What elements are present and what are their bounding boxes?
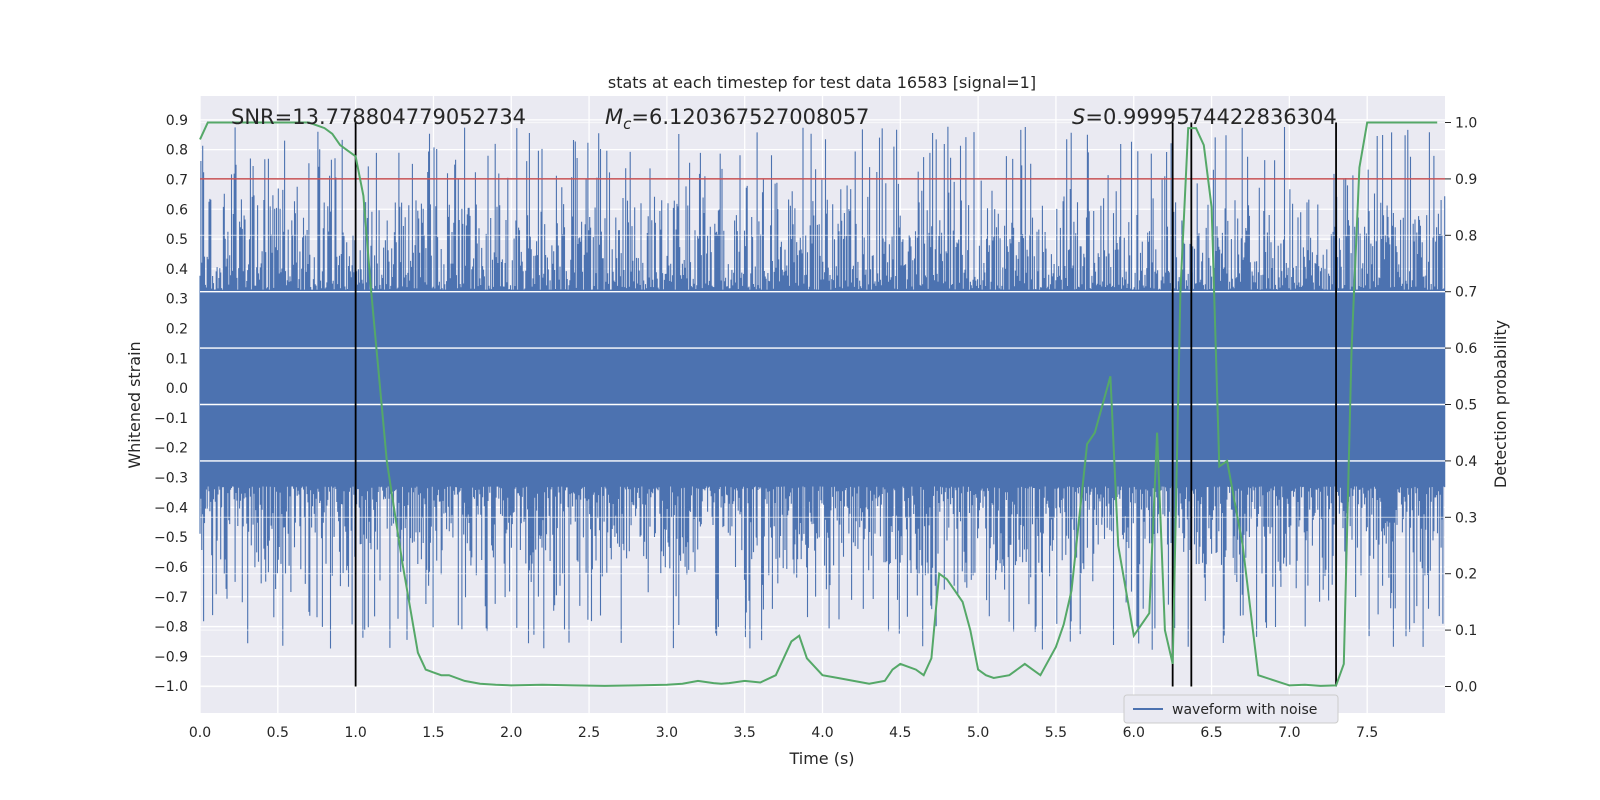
chart-title: stats at each timestep for test data 165… bbox=[608, 73, 1036, 92]
x-tick-label: 1.5 bbox=[422, 725, 444, 741]
chirp-mass-value: =6.120367527008057 bbox=[631, 105, 869, 129]
y-right-tick-label: 0.4 bbox=[1455, 454, 1477, 470]
chirp-mass-symbol: M bbox=[605, 105, 623, 129]
y-left-tick-label: 0.8 bbox=[166, 143, 188, 159]
y-right-tick-label: 0.3 bbox=[1455, 510, 1477, 526]
y-right-tick-label: 0.8 bbox=[1455, 228, 1477, 244]
y-axis-left-ticks: 0.9 0.8 0.7 0.6 0.5 0.4 0.3 0.2 0.1 0.0 −0.1 −0.2 −0… bbox=[154, 113, 188, 695]
x-tick-label: 3.5 bbox=[734, 725, 756, 741]
y-left-tick-label: −0.4 bbox=[154, 500, 188, 516]
y-axis-right-label: Detection probability bbox=[1491, 320, 1510, 488]
y-right-tick-label: 0.2 bbox=[1455, 567, 1477, 583]
y-left-tick-label: 0.7 bbox=[166, 172, 188, 188]
x-tick-label: 7.5 bbox=[1356, 725, 1378, 741]
y-left-tick-label: −0.3 bbox=[154, 471, 188, 487]
legend-box bbox=[1123, 694, 1339, 724]
y-left-tick-label: −0.9 bbox=[154, 649, 188, 665]
probability-series bbox=[199, 121, 1438, 687]
y-left-tick-label: −0.7 bbox=[154, 590, 188, 606]
x-tick-label: 0.0 bbox=[189, 725, 211, 741]
y-axis-right-ticks: 1.0 0.9 0.8 0.7 0.6 0.5 0.4 0.3 0.2 0.1 0.0 bbox=[1445, 116, 1477, 695]
y-left-tick-label: 0.3 bbox=[166, 292, 188, 308]
y-left-tick-label: 0.1 bbox=[166, 351, 188, 367]
x-axis-ticks: 0.0 0.5 1.0 1.5 2.0 2.5 3.0 3.5 4.0 4.5 5.0 5.5 6.0 6… bbox=[189, 725, 1378, 741]
y-left-tick-label: 0.5 bbox=[166, 232, 188, 248]
legend: waveform with noise bbox=[1123, 694, 1339, 724]
x-tick-label: 2.0 bbox=[500, 725, 522, 741]
chirp-mass-annotation: Mc=6.120367527008057 bbox=[605, 105, 869, 133]
score-value: =0.9999574422836304 bbox=[1085, 105, 1336, 129]
y-left-tick-label: −0.1 bbox=[154, 411, 188, 427]
vertical-markers bbox=[354, 122, 1337, 687]
y-right-tick-label: 0.5 bbox=[1455, 398, 1477, 414]
y-left-tick-label: −1.0 bbox=[154, 679, 188, 695]
score-annotation: S=0.9999574422836304 bbox=[1072, 105, 1337, 129]
x-tick-label: 0.5 bbox=[267, 725, 289, 741]
y-right-tick-label: 0.9 bbox=[1455, 172, 1477, 188]
y-right-tick-label: 0.0 bbox=[1455, 679, 1477, 695]
y-right-tick-label: 0.6 bbox=[1455, 341, 1477, 357]
chirp-mass-subscript: c bbox=[623, 115, 632, 133]
y-left-tick-label: 0.2 bbox=[166, 321, 188, 337]
y-left-tick-label: −0.6 bbox=[154, 560, 188, 576]
y-left-tick-label: 0.6 bbox=[166, 202, 188, 218]
snr-annotation: SNR=13.778804779052734 bbox=[231, 105, 526, 129]
x-tick-label: 4.0 bbox=[811, 725, 833, 741]
y-left-tick-label: 0.0 bbox=[166, 381, 188, 397]
x-tick-label: 5.5 bbox=[1045, 725, 1067, 741]
waveform-grid-overlay bbox=[200, 121, 1445, 688]
x-tick-label: 3.0 bbox=[656, 725, 678, 741]
y-right-tick-label: 1.0 bbox=[1455, 116, 1477, 132]
y-axis-left-label: Whitened strain bbox=[125, 341, 144, 468]
waveform-series bbox=[199, 126, 1446, 650]
x-tick-label: 7.0 bbox=[1278, 725, 1300, 741]
x-tick-label: 2.5 bbox=[578, 725, 600, 741]
x-tick-label: 4.5 bbox=[889, 725, 911, 741]
legend-label: waveform with noise bbox=[1172, 702, 1317, 718]
x-tick-label: 1.0 bbox=[344, 725, 366, 741]
x-tick-label: 6.5 bbox=[1200, 725, 1222, 741]
y-right-tick-label: 0.7 bbox=[1455, 285, 1477, 301]
y-left-tick-label: 0.4 bbox=[166, 262, 188, 278]
y-left-tick-label: −0.5 bbox=[154, 530, 188, 546]
y-left-tick-label: 0.9 bbox=[166, 113, 188, 129]
x-tick-label: 6.0 bbox=[1123, 725, 1145, 741]
x-axis-label: Time (s) bbox=[788, 749, 854, 768]
y-left-tick-label: −0.2 bbox=[154, 441, 188, 457]
x-tick-label: 5.0 bbox=[967, 725, 989, 741]
y-left-tick-label: −0.8 bbox=[154, 620, 188, 636]
y-right-tick-label: 0.1 bbox=[1455, 623, 1477, 639]
score-symbol: S bbox=[1072, 105, 1085, 129]
